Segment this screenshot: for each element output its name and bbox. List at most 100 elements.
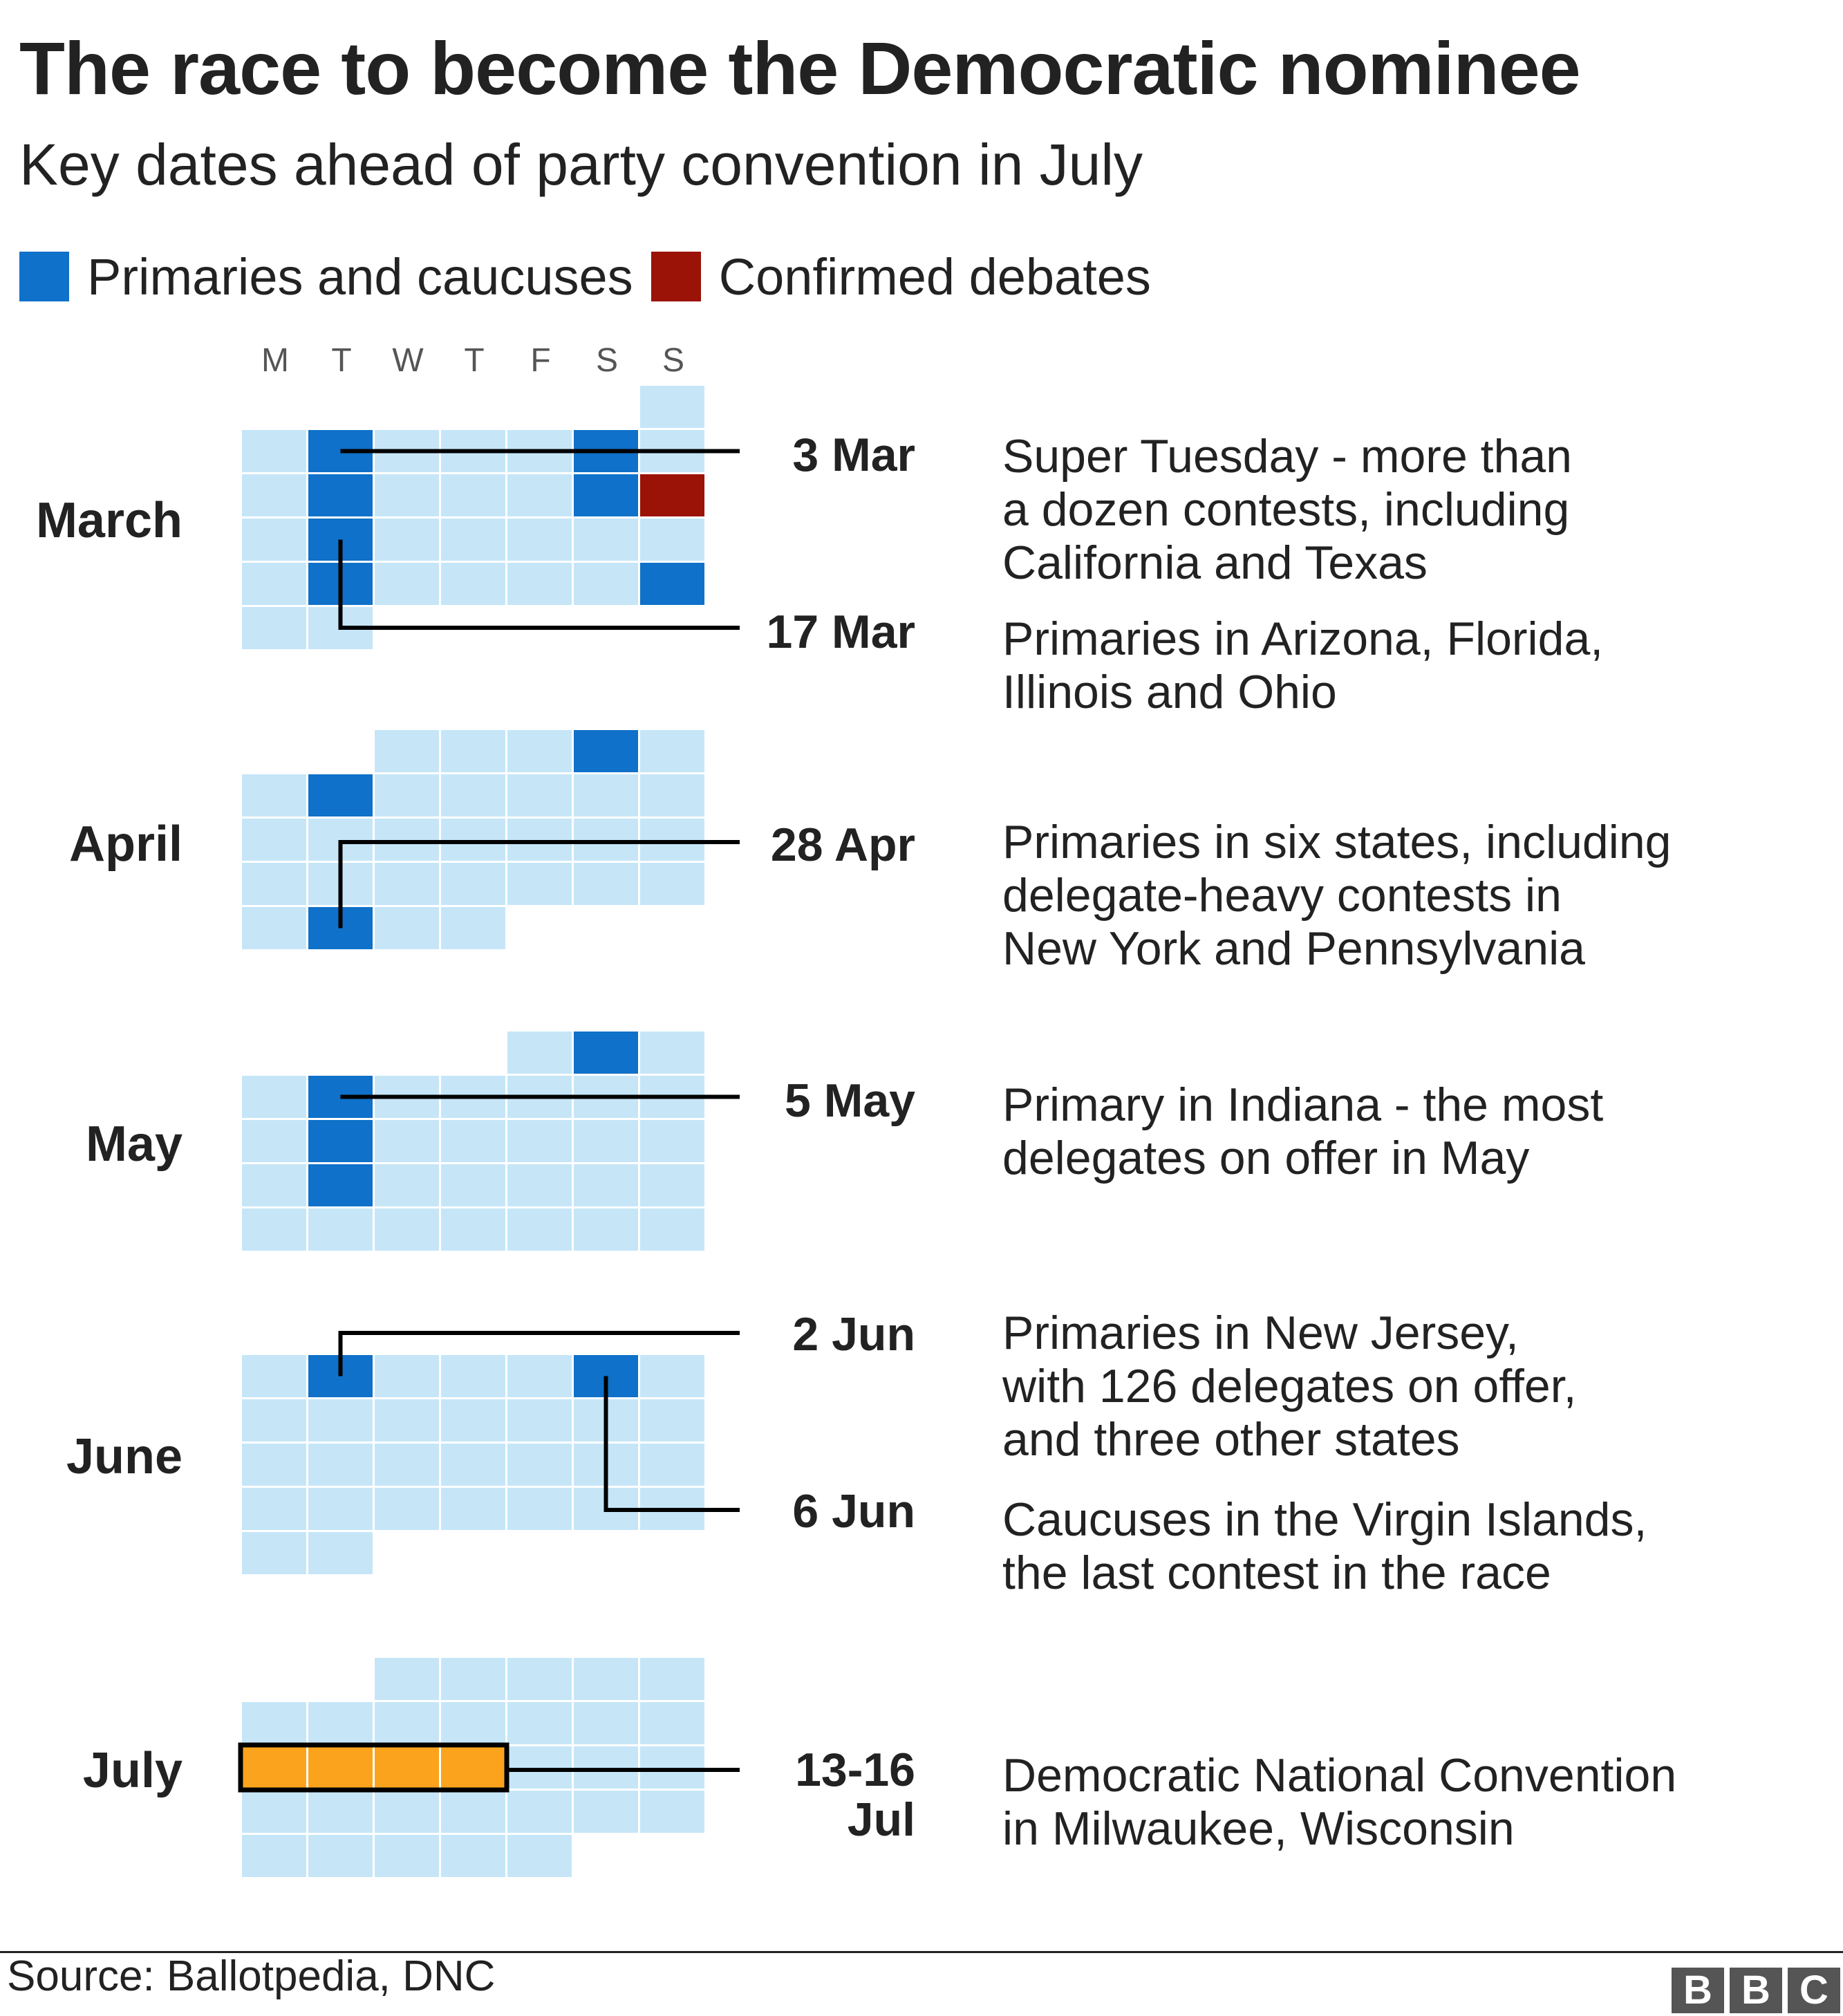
day-cell: [375, 774, 439, 816]
event-description-line: Primaries in Arizona, Florida,: [1002, 613, 1604, 665]
event-description: Primaries in six states, including delega…: [1002, 816, 1671, 976]
day-cell: [375, 819, 439, 861]
day-cell: [507, 1658, 572, 1700]
primary-day-cell: [308, 774, 373, 816]
day-cell: [507, 1444, 572, 1486]
event-description: Primaries in Arizona, Florida, Illinois a…: [1002, 613, 1603, 719]
day-cell: [308, 1835, 373, 1877]
leader-line: [338, 840, 740, 928]
day-cell: [375, 1208, 439, 1251]
day-cell: [375, 1488, 439, 1530]
event-description-line: Caucuses in the Virgin Islands,: [1002, 1493, 1647, 1546]
day-cell: [640, 1658, 704, 1700]
event-description-line: Primary in Indiana - the most: [1002, 1079, 1604, 1131]
event-description-line: Super Tuesday - more than: [1002, 430, 1573, 483]
event-description-line: Primaries in New Jersey,: [1002, 1307, 1519, 1359]
legend-swatch-primaries: [19, 252, 69, 301]
month-label: May: [85, 1117, 183, 1172]
event-description-line: the last contest in the race: [1002, 1547, 1551, 1599]
day-cell: [375, 563, 439, 605]
day-cell: [308, 1532, 373, 1574]
day-cell: [242, 474, 306, 516]
day-cell: [242, 774, 306, 816]
day-cell: [640, 386, 704, 428]
weekday-header: F: [530, 342, 551, 379]
day-cell: [308, 1208, 373, 1251]
day-cell: [441, 819, 505, 861]
day-cell: [507, 1488, 572, 1530]
event-date: 28 Apr: [770, 819, 915, 871]
legend-label-primaries: Primaries and caucuses: [87, 248, 633, 306]
weekday-header: S: [595, 342, 618, 379]
event-description-line: in Milwaukee, Wisconsin: [1002, 1802, 1515, 1855]
day-cell: [507, 474, 572, 516]
day-cell: [242, 1835, 306, 1877]
month-label: April: [68, 816, 183, 872]
weekday-header: W: [392, 342, 424, 379]
weekday-header: S: [662, 342, 684, 379]
day-cell: [507, 1120, 572, 1162]
event-description: Caucuses in the Virgin Islands, the last …: [1002, 1493, 1647, 1600]
day-cell: [375, 730, 439, 772]
convention-day-cell: [441, 1746, 505, 1789]
day-cell: [507, 1746, 572, 1789]
day-cell: [640, 1032, 704, 1074]
day-cell: [242, 1164, 306, 1206]
day-cell: [640, 1355, 704, 1397]
day-cell: [640, 519, 704, 561]
day-cell: [441, 1355, 505, 1397]
day-cell: [574, 819, 638, 861]
day-cell: [375, 1399, 439, 1441]
day-cell: [308, 1399, 373, 1441]
event-description-line: a dozen contests, including: [1002, 483, 1570, 536]
primary-day-cell: [308, 1120, 373, 1162]
bbc-logo-letter: B: [1672, 1968, 1724, 2013]
event-description-line: Democratic National Convention: [1002, 1749, 1677, 1802]
day-cell: [574, 519, 638, 561]
leader-line: [338, 1331, 740, 1376]
primary-day-cell: [574, 1032, 638, 1074]
day-cell: [640, 1791, 704, 1833]
legend: Primaries and caucuses Confirmed debates: [19, 248, 1169, 306]
day-cell: [507, 730, 572, 772]
convention-outline: [238, 1742, 509, 1793]
day-cell: [640, 863, 704, 905]
event-date-line: 13-16: [795, 1744, 915, 1796]
day-cell: [574, 1658, 638, 1700]
day-cell: [375, 1355, 439, 1397]
day-cell: [441, 1164, 505, 1206]
day-cell: [375, 519, 439, 561]
day-cell: [242, 563, 306, 605]
event-description: Primaries in New Jersey, with 126 delegat…: [1002, 1307, 1576, 1466]
day-cell: [308, 1702, 373, 1744]
day-cell: [375, 863, 439, 905]
event-description-line: Primaries in six states, including: [1002, 816, 1672, 868]
leader-line: [338, 539, 740, 630]
day-cell: [441, 474, 505, 516]
day-cell: [507, 1355, 572, 1397]
bbc-logo-letter: B: [1730, 1968, 1782, 2013]
day-cell: [507, 563, 572, 605]
day-cell: [242, 1120, 306, 1162]
event-description: Super Tuesday - more than a dozen contest…: [1002, 430, 1572, 590]
day-cell: [242, 1355, 306, 1397]
day-cell: [242, 1488, 306, 1530]
day-cell: [375, 1164, 439, 1206]
chart-title: The race to become the Democratic nomine…: [19, 26, 1581, 110]
day-cell: [441, 1208, 505, 1251]
source-note: Source: Ballotpedia, DNC: [7, 1952, 496, 2000]
day-cell: [375, 1791, 439, 1833]
primary-day-cell: [308, 1164, 373, 1206]
day-cell: [640, 1444, 704, 1486]
day-cell: [507, 1399, 572, 1441]
day-cell: [507, 819, 572, 861]
day-cell: [441, 1488, 505, 1530]
event-date: 3 Mar: [792, 429, 915, 481]
day-cell: [242, 607, 306, 649]
day-cell: [375, 1444, 439, 1486]
day-cell: [375, 1702, 439, 1744]
day-cell: [574, 563, 638, 605]
weekday-header: T: [331, 342, 352, 379]
day-cell: [375, 1835, 439, 1877]
